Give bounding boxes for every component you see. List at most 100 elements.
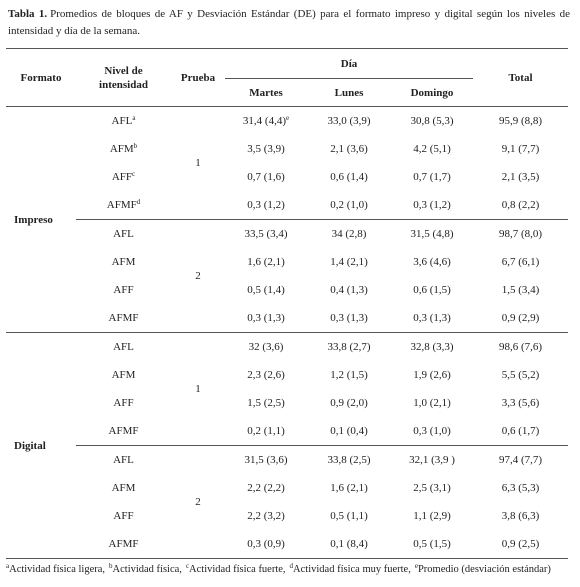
footnote-item: ePromedio (desviación estándar): [414, 562, 551, 576]
row: AFM 1,6 (2,1) 1,4 (2,1) 3,6 (4,6) 6,7 (6,1): [6, 248, 568, 276]
value-cell: 31,4 (4,4)e: [225, 106, 307, 135]
value-cell: 0,3 (1,2): [391, 191, 473, 220]
value-cell: 0,1 (8,4): [307, 530, 391, 559]
row: AFF 1,5 (2,5) 0,9 (2,0) 1,0 (2,1) 3,3 (5,6): [6, 389, 568, 417]
superscript: e: [285, 114, 290, 122]
value: 2,1 (3,5): [501, 171, 540, 183]
nivel: AFM: [76, 361, 171, 389]
value-cell: 33,0 (3,9): [307, 106, 391, 135]
nivel-text: AFF: [111, 171, 133, 183]
value-cell: 0,3 (1,2): [225, 191, 307, 220]
value: 6,7 (6,1): [501, 256, 540, 268]
footnote-text: Actividad física,: [112, 564, 182, 575]
value: 0,6 (1,5): [413, 284, 451, 296]
value-cell: 0,5 (1,1): [307, 502, 391, 530]
value-cell: 98,7 (8,0): [473, 219, 568, 248]
nivel: AFF: [76, 276, 171, 304]
superscript: a: [132, 114, 136, 122]
value-cell: 3,6 (4,6): [391, 248, 473, 276]
value-cell: 2,1 (3,5): [473, 163, 568, 191]
value: 1,4 (2,1): [330, 256, 368, 268]
value-cell: 1,5 (2,5): [225, 389, 307, 417]
nivel-text: AFM: [111, 256, 136, 268]
value-cell: 2,3 (2,6): [225, 361, 307, 389]
superscript: c: [132, 170, 136, 178]
value-cell: 31,5 (3,6): [225, 445, 307, 474]
value: 97,4 (7,7): [498, 454, 543, 466]
value-cell: 0,3 (1,3): [225, 304, 307, 333]
value-cell: 0,3 (1,3): [391, 304, 473, 333]
value-cell: 0,5 (1,4): [225, 276, 307, 304]
value: 1,2 (1,5): [330, 369, 368, 381]
nivel-text: AFMF: [108, 425, 139, 437]
nivel: AFL: [76, 219, 171, 248]
row: AFM 2,3 (2,6) 1,2 (1,5) 1,9 (2,6) 5,5 (5,2): [6, 361, 568, 389]
value-cell: 32,1 (3,9 ): [391, 445, 473, 474]
value-cell: 3,5 (3,9): [225, 135, 307, 163]
value: 0,9 (2,9): [501, 312, 540, 324]
row: AFL 2 31,5 (3,6) 33,8 (2,5) 32,1 (3,9 ) 97,4 …: [6, 445, 568, 559]
value-cell: 5,5 (5,2): [473, 361, 568, 389]
nivel: AFL: [76, 332, 171, 361]
caption-text: Promedios de bloques de AF y Desviación …: [8, 8, 570, 37]
row: AFMF 0,3 (0,9) 0,1 (8,4) 0,5 (1,5) 0,9 (2,5): [6, 530, 568, 559]
value: 2,1 (3,6): [330, 143, 368, 155]
value: 0,6 (1,4): [330, 171, 368, 183]
value-cell: 0,9 (2,9): [473, 304, 568, 333]
nivel-text: AFL: [113, 341, 134, 353]
value-cell: 3,3 (5,6): [473, 389, 568, 417]
row: AFL 2 33,5 (3,4) 34 (2,8) 31,5 (4,8) 98,7 (8,…: [6, 219, 568, 333]
value-cell: 2,5 (3,1): [391, 474, 473, 502]
value-cell: 0,3 (1,0): [391, 417, 473, 446]
value-cell: 0,4 (1,3): [307, 276, 391, 304]
value-cell: 97,4 (7,7): [473, 445, 568, 474]
value: 1,0 (2,1): [413, 397, 451, 409]
value: 32 (3,6): [248, 341, 284, 353]
footnote-text: Actividad física muy fuerte,: [293, 564, 411, 575]
row: AFMFd 0,3 (1,2) 0,2 (1,0) 0,3 (1,2) 0,8 (2,2…: [6, 191, 568, 220]
value-cell: 0,7 (1,7): [391, 163, 473, 191]
value-cell: 33,8 (2,5): [307, 445, 391, 474]
row: AFF 0,5 (1,4) 0,4 (1,3) 0,6 (1,5) 1,5 (3,4): [6, 276, 568, 304]
value-cell: 1,2 (1,5): [307, 361, 391, 389]
value: 3,8 (6,3): [501, 510, 540, 522]
nivel-text: AFL: [113, 228, 134, 240]
nivel: AFFc: [76, 163, 171, 191]
nivel-text: AFMF: [108, 312, 139, 324]
value-cell: 3,8 (6,3): [473, 502, 568, 530]
row: AFMF 0,3 (1,3) 0,3 (1,3) 0,3 (1,3) 0,9 (2,9): [6, 304, 568, 333]
nivel: AFMb: [76, 135, 171, 163]
nivel: AFMF: [76, 304, 171, 333]
caption-label: Tabla 1.: [8, 8, 48, 20]
nivel: AFL: [76, 445, 171, 474]
value-cell: 0,2 (1,0): [307, 191, 391, 220]
value: 33,5 (3,4): [244, 228, 288, 240]
value: 31,4 (4,4): [242, 115, 286, 127]
footnote-item: cActividad física fuerte,: [186, 563, 286, 576]
value: 4,2 (5,1): [413, 143, 451, 155]
value: 1,6 (2,1): [247, 256, 285, 268]
value-cell: 98,6 (7,6): [473, 332, 568, 361]
value-cell: 33,5 (3,4): [225, 219, 307, 248]
value-cell: 32 (3,6): [225, 332, 307, 361]
header-total: Total: [473, 48, 568, 107]
value: 3,6 (4,6): [413, 256, 451, 268]
value-cell: 1,4 (2,1): [307, 248, 391, 276]
header-nivel: Nivel de intensidad: [76, 48, 171, 107]
header-day: Domingo: [391, 78, 473, 107]
value-cell: 95,9 (8,8): [473, 106, 568, 135]
value: 1,1 (2,9): [413, 510, 451, 522]
value-cell: 2,1 (3,6): [307, 135, 391, 163]
footnote-text: Actividad física fuerte,: [189, 564, 286, 575]
nivel: AFM: [76, 248, 171, 276]
value-cell: 1,6 (2,1): [225, 248, 307, 276]
prueba: 2: [171, 219, 225, 333]
prueba: 2: [171, 445, 225, 559]
value: 31,5 (4,8): [410, 228, 454, 240]
nivel-text: AFL: [113, 454, 134, 466]
value: 0,1 (0,4): [330, 425, 368, 437]
superscript: e: [414, 562, 418, 570]
value: 33,8 (2,5): [327, 454, 371, 466]
value-cell: 2,2 (2,2): [225, 474, 307, 502]
